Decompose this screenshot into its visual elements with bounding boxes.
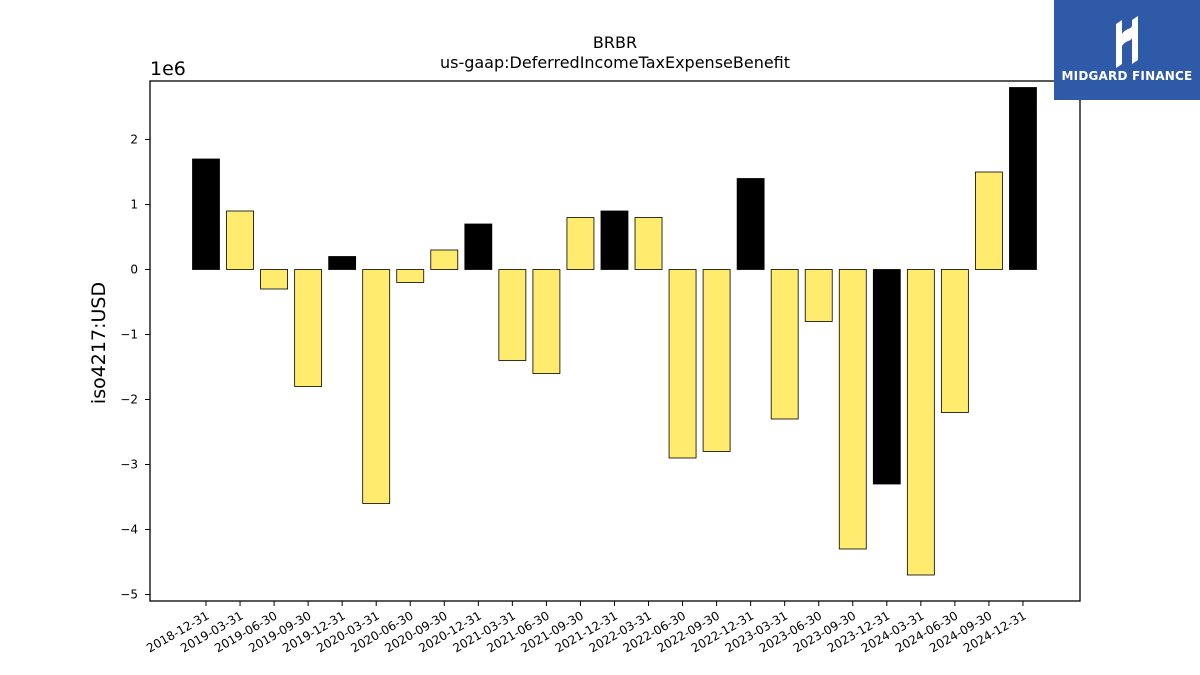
y-axis-label: iso4217:USD bbox=[88, 282, 110, 404]
bar bbox=[634, 217, 663, 270]
midgard-finance-logo: MIDGARD FINANCE bbox=[1054, 0, 1200, 100]
bar bbox=[975, 171, 1003, 270]
y-tick-label: 2 bbox=[130, 133, 138, 147]
bar bbox=[770, 269, 799, 420]
bar bbox=[1009, 87, 1037, 270]
y-tick-label: 0 bbox=[130, 263, 138, 277]
logo-text: MIDGARD FINANCE bbox=[1061, 69, 1193, 83]
bar bbox=[464, 223, 493, 270]
y-tick-label: −2 bbox=[120, 393, 138, 407]
y-tick-label: 1 bbox=[130, 198, 138, 212]
bar bbox=[532, 269, 561, 374]
bar bbox=[498, 269, 527, 361]
chart-subtitle: us-gaap:DeferredIncomeTaxExpenseBenefit bbox=[440, 53, 790, 72]
logo-mark-icon bbox=[1116, 16, 1138, 68]
y-multiplier-label: 1e6 bbox=[150, 58, 186, 80]
bar bbox=[736, 178, 765, 270]
bar bbox=[192, 158, 220, 270]
bar bbox=[362, 269, 391, 504]
bar bbox=[600, 210, 629, 270]
bar bbox=[702, 269, 731, 452]
y-tick-label: −1 bbox=[120, 328, 138, 342]
bar bbox=[328, 256, 357, 270]
y-tick-label: −3 bbox=[120, 458, 138, 472]
bar bbox=[294, 269, 323, 387]
bar bbox=[940, 269, 969, 413]
bar bbox=[872, 269, 901, 485]
y-tick-label: −4 bbox=[120, 523, 138, 537]
chart-title: BRBR bbox=[593, 33, 637, 52]
bar bbox=[430, 249, 459, 270]
bar bbox=[804, 269, 833, 322]
bar bbox=[838, 269, 867, 550]
bar bbox=[396, 269, 425, 283]
plot-frame bbox=[149, 80, 1081, 602]
bar bbox=[668, 269, 697, 459]
y-tick-label: −5 bbox=[120, 588, 138, 602]
bar bbox=[566, 217, 595, 270]
bar bbox=[226, 210, 254, 270]
bar bbox=[906, 269, 935, 576]
bar bbox=[260, 269, 288, 290]
